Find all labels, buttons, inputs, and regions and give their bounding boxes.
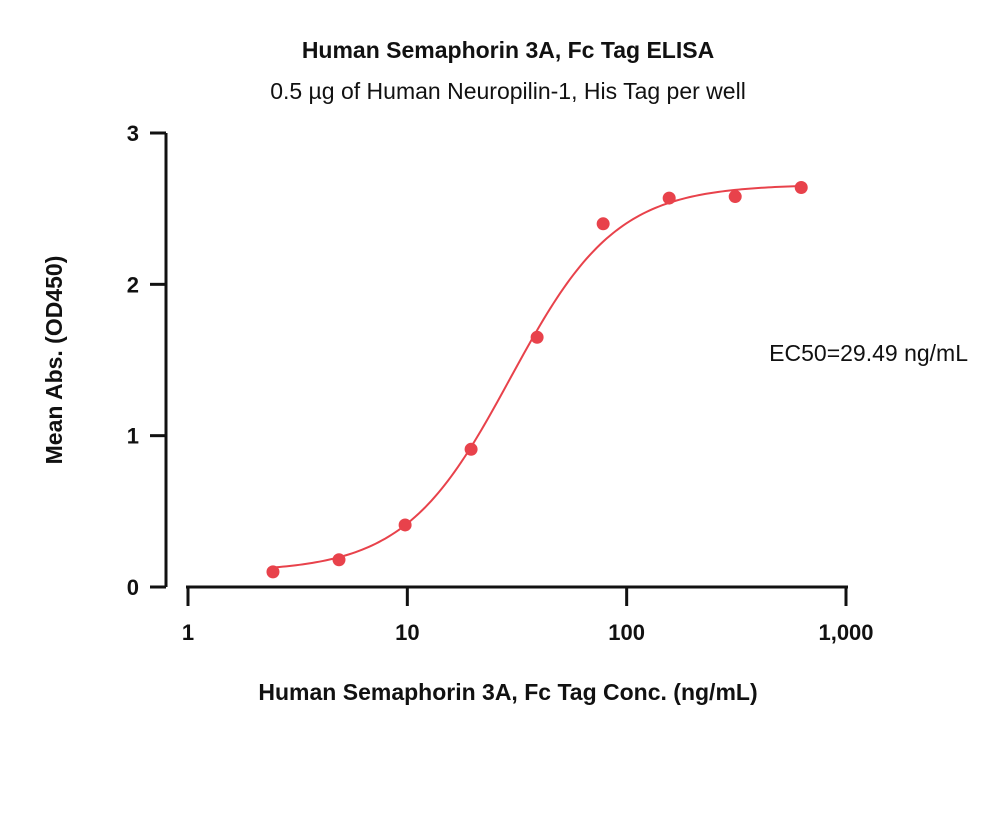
- chart-title: Human Semaphorin 3A, Fc Tag ELISA: [302, 37, 714, 63]
- x-axis-label: Human Semaphorin 3A, Fc Tag Conc. (ng/mL…: [258, 679, 757, 705]
- ec50-annotation: EC50=29.49 ng/mL: [769, 340, 968, 366]
- data-point: [398, 518, 412, 532]
- y-tick-label: 2: [127, 272, 139, 297]
- data-point: [332, 553, 346, 567]
- x-tick-label: 100: [608, 620, 645, 645]
- chart-subtitle: 0.5 µg of Human Neuropilin-1, His Tag pe…: [270, 78, 746, 104]
- data-point: [464, 442, 478, 456]
- y-tick-label: 0: [127, 575, 139, 600]
- data-point: [596, 217, 610, 231]
- data-point: [530, 330, 544, 344]
- x-ticks: 1 10 100 1,000: [182, 587, 874, 645]
- data-point: [794, 180, 808, 194]
- data-point: [266, 565, 280, 579]
- axes: [164, 133, 848, 589]
- x-tick-label: 1,000: [818, 620, 873, 645]
- fit-curve: [272, 185, 802, 569]
- data-point: [728, 190, 742, 204]
- y-tick-label: 3: [127, 121, 139, 146]
- x-tick-label: 10: [395, 620, 419, 645]
- data-point: [662, 191, 676, 205]
- y-tick-label: 1: [127, 424, 139, 449]
- y-ticks: 0 1 2 3: [127, 121, 166, 600]
- data-points: [266, 180, 808, 579]
- y-axis-label: Mean Abs. (OD450): [41, 256, 67, 465]
- x-tick-label: 1: [182, 620, 194, 645]
